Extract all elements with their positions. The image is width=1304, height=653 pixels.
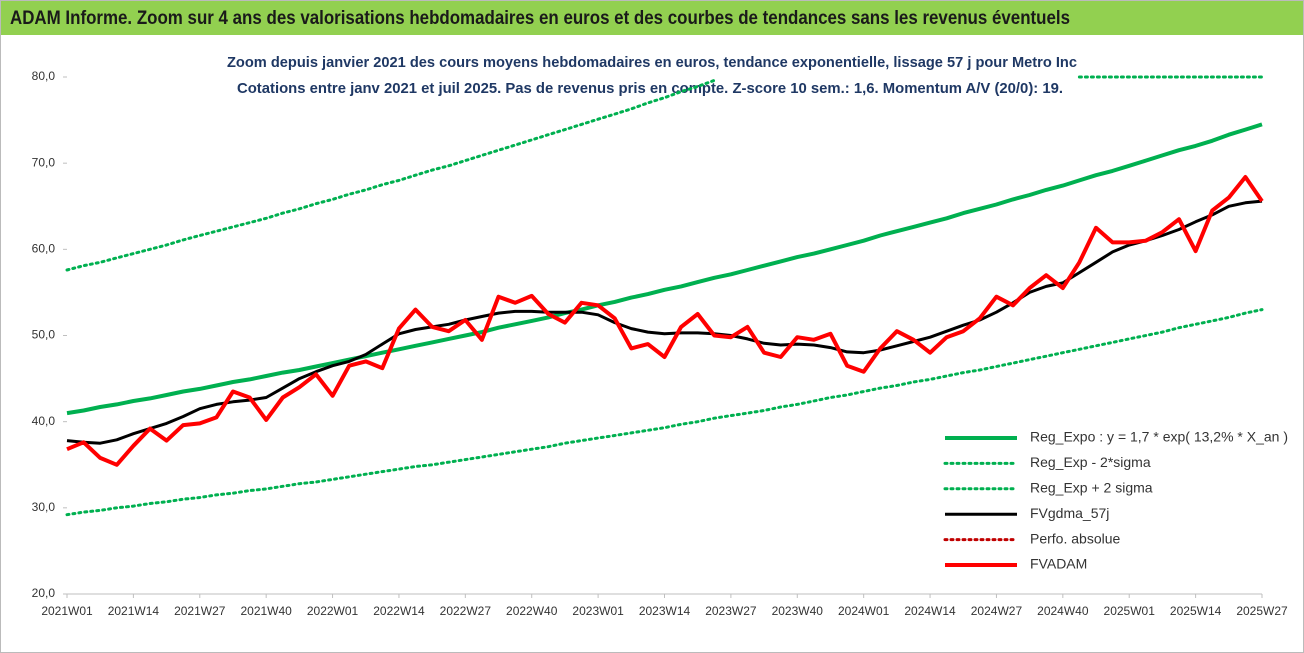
series-line [65, 308, 1264, 517]
series-line [66, 175, 1264, 467]
x-tick-label: 2024W14 [904, 604, 956, 618]
legend-label: FVADAM [1030, 556, 1087, 572]
chart-title: ADAM Informe. Zoom sur 4 ans des valoris… [10, 8, 1070, 29]
title-bar [1, 1, 1303, 35]
legend-label: Perfo. absolue [1030, 530, 1120, 546]
y-tick-label: 50,0 [32, 328, 56, 342]
y-tick-label: 20,0 [32, 586, 56, 600]
y-tick-label: 80,0 [32, 69, 56, 83]
x-tick-label: 2021W01 [41, 604, 93, 618]
y-tick-label: 40,0 [32, 414, 56, 428]
legend-label: Reg_Expo : y = 1,7 * exp( 13,2% * X_an ) [1030, 429, 1288, 445]
x-tick-label: 2022W01 [307, 604, 359, 618]
series-line [65, 75, 1264, 272]
y-tick-label: 70,0 [32, 155, 56, 169]
x-tick-label: 2025W14 [1170, 604, 1222, 618]
x-tick-label: 2021W40 [240, 604, 292, 618]
x-tick-label: 2023W40 [772, 604, 824, 618]
x-tick-label: 2024W40 [1037, 604, 1089, 618]
x-tick-label: 2022W14 [373, 604, 425, 618]
x-tick-label: 2023W01 [572, 604, 624, 618]
y-tick-label: 60,0 [32, 242, 56, 256]
legend-label: FVgdma_57j [1030, 505, 1109, 521]
x-tick-label: 2022W40 [506, 604, 558, 618]
legend-label: Reg_Exp - 2*sigma [1030, 454, 1151, 470]
x-tick-label: 2024W01 [838, 604, 890, 618]
x-tick-label: 2021W27 [174, 604, 226, 618]
series-line [66, 122, 1263, 416]
x-tick-label: 2025W27 [1236, 604, 1288, 618]
legend-label: Reg_Exp + 2 sigma [1030, 480, 1153, 496]
series-line [66, 199, 1263, 445]
x-tick-label: 2024W27 [971, 604, 1023, 618]
subtitle: Cotations entre janv 2021 et juil 2025. … [237, 80, 1063, 97]
y-tick-label: 30,0 [32, 500, 56, 514]
x-tick-label: 2025W01 [1104, 604, 1156, 618]
x-tick-label: 2021W14 [108, 604, 160, 618]
x-tick-label: 2023W14 [639, 604, 691, 618]
x-tick-label: 2023W27 [705, 604, 757, 618]
x-tick-label: 2022W27 [440, 604, 492, 618]
subtitle: Zoom depuis janvier 2021 des cours moyen… [227, 54, 1077, 71]
